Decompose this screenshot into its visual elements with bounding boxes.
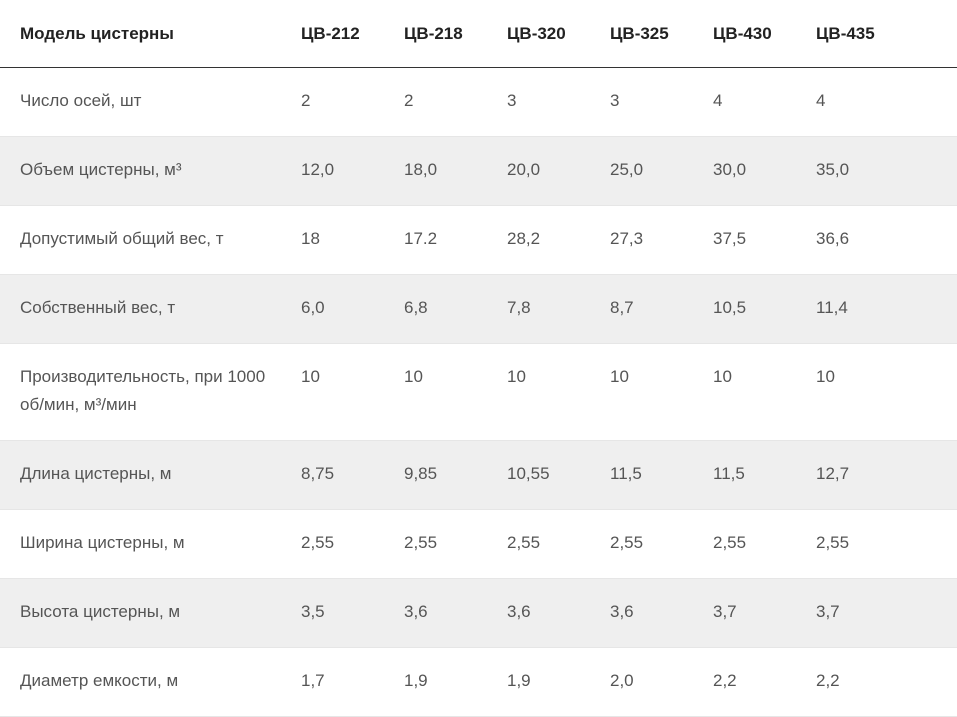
table-cell: 2,55 bbox=[816, 509, 957, 579]
table-cell: 3 bbox=[610, 67, 713, 137]
table-cell: 11,5 bbox=[713, 440, 816, 510]
table-cell: 37,5 bbox=[713, 205, 816, 275]
header-cell-cv435: ЦВ-435 bbox=[816, 0, 957, 68]
header-cell-cv325: ЦВ-325 bbox=[610, 0, 713, 68]
table-cell: 30,0 bbox=[713, 136, 816, 206]
table-cell: 3,6 bbox=[404, 578, 507, 648]
row-label: Допустимый общий вес, т bbox=[0, 205, 301, 275]
header-cell-model: Модель цистерны bbox=[0, 0, 301, 68]
table-cell: 1,9 bbox=[507, 647, 610, 717]
table-cell: 1,9 bbox=[404, 647, 507, 717]
table-cell: 10 bbox=[610, 343, 713, 441]
table-cell: 4 bbox=[713, 67, 816, 137]
table-cell: 17.2 bbox=[404, 205, 507, 275]
table-row: Допустимый общий вес, т 18 17.2 28,2 27,… bbox=[0, 205, 957, 275]
table-row: Собственный вес, т 6,0 6,8 7,8 8,7 10,5 … bbox=[0, 274, 957, 344]
table-cell: 18 bbox=[301, 205, 404, 275]
header-row: Модель цистерны ЦВ-212 ЦВ-218 ЦВ-320 ЦВ-… bbox=[0, 0, 957, 68]
row-label: Объем цистерны, м³ bbox=[0, 136, 301, 206]
table-cell: 36,6 bbox=[816, 205, 957, 275]
table-cell: 8,75 bbox=[301, 440, 404, 510]
table-cell: 2,55 bbox=[713, 509, 816, 579]
table-cell: 10 bbox=[816, 343, 957, 441]
table-cell: 11,5 bbox=[610, 440, 713, 510]
table-row: Ширина цистерны, м 2,55 2,55 2,55 2,55 2… bbox=[0, 509, 957, 579]
header-cell-cv212: ЦВ-212 bbox=[301, 0, 404, 68]
table-row: Высота цистерны, м 3,5 3,6 3,6 3,6 3,7 3… bbox=[0, 578, 957, 648]
table-cell: 4 bbox=[816, 67, 957, 137]
table-cell: 28,2 bbox=[507, 205, 610, 275]
table-row: Длина цистерны, м 8,75 9,85 10,55 11,5 1… bbox=[0, 440, 957, 510]
row-label: Диаметр емкости, м bbox=[0, 647, 301, 717]
table-cell: 20,0 bbox=[507, 136, 610, 206]
table-cell: 2,2 bbox=[816, 647, 957, 717]
table-cell: 2,0 bbox=[610, 647, 713, 717]
table-cell: 10 bbox=[713, 343, 816, 441]
table-cell: 2,55 bbox=[301, 509, 404, 579]
header-cell-cv430: ЦВ-430 bbox=[713, 0, 816, 68]
row-label: Собственный вес, т bbox=[0, 274, 301, 344]
table-body: Число осей, шт 2 2 3 3 4 4 Объем цистерн… bbox=[0, 67, 957, 717]
table-cell: 2 bbox=[301, 67, 404, 137]
table-cell: 10,5 bbox=[713, 274, 816, 344]
table-cell: 3,6 bbox=[610, 578, 713, 648]
table-cell: 10 bbox=[507, 343, 610, 441]
table-cell: 1,7 bbox=[301, 647, 404, 717]
row-label: Производительность, при 1000 об/мин, м³/… bbox=[0, 343, 301, 441]
table-cell: 3,6 bbox=[507, 578, 610, 648]
table-cell: 7,8 bbox=[507, 274, 610, 344]
table-cell: 18,0 bbox=[404, 136, 507, 206]
table-row: Число осей, шт 2 2 3 3 4 4 bbox=[0, 67, 957, 137]
table-cell: 2,55 bbox=[610, 509, 713, 579]
table-cell: 3 bbox=[507, 67, 610, 137]
table-row: Объем цистерны, м³ 12,0 18,0 20,0 25,0 3… bbox=[0, 136, 957, 206]
table-cell: 2,2 bbox=[713, 647, 816, 717]
table-cell: 12,0 bbox=[301, 136, 404, 206]
row-label: Длина цистерны, м bbox=[0, 440, 301, 510]
table-row: Диаметр емкости, м 1,7 1,9 1,9 2,0 2,2 2… bbox=[0, 647, 957, 717]
table-cell: 8,7 bbox=[610, 274, 713, 344]
table-cell: 2,55 bbox=[404, 509, 507, 579]
table-cell: 3,5 bbox=[301, 578, 404, 648]
table-cell: 10 bbox=[404, 343, 507, 441]
row-label: Высота цистерны, м bbox=[0, 578, 301, 648]
table-cell: 6,8 bbox=[404, 274, 507, 344]
table-cell: 2 bbox=[404, 67, 507, 137]
header-cell-cv320: ЦВ-320 bbox=[507, 0, 610, 68]
table-cell: 9,85 bbox=[404, 440, 507, 510]
table-cell: 27,3 bbox=[610, 205, 713, 275]
header-cell-cv218: ЦВ-218 bbox=[404, 0, 507, 68]
table-cell: 35,0 bbox=[816, 136, 957, 206]
table-cell: 12,7 bbox=[816, 440, 957, 510]
table-cell: 11,4 bbox=[816, 274, 957, 344]
table-cell: 6,0 bbox=[301, 274, 404, 344]
table-cell: 10,55 bbox=[507, 440, 610, 510]
table-cell: 2,55 bbox=[507, 509, 610, 579]
table-cell: 10 bbox=[301, 343, 404, 441]
row-label: Число осей, шт bbox=[0, 67, 301, 137]
table-cell: 3,7 bbox=[816, 578, 957, 648]
table-row: Производительность, при 1000 об/мин, м³/… bbox=[0, 343, 957, 441]
table-header: Модель цистерны ЦВ-212 ЦВ-218 ЦВ-320 ЦВ-… bbox=[0, 0, 957, 68]
row-label: Ширина цистерны, м bbox=[0, 509, 301, 579]
table-cell: 25,0 bbox=[610, 136, 713, 206]
table-cell: 3,7 bbox=[713, 578, 816, 648]
